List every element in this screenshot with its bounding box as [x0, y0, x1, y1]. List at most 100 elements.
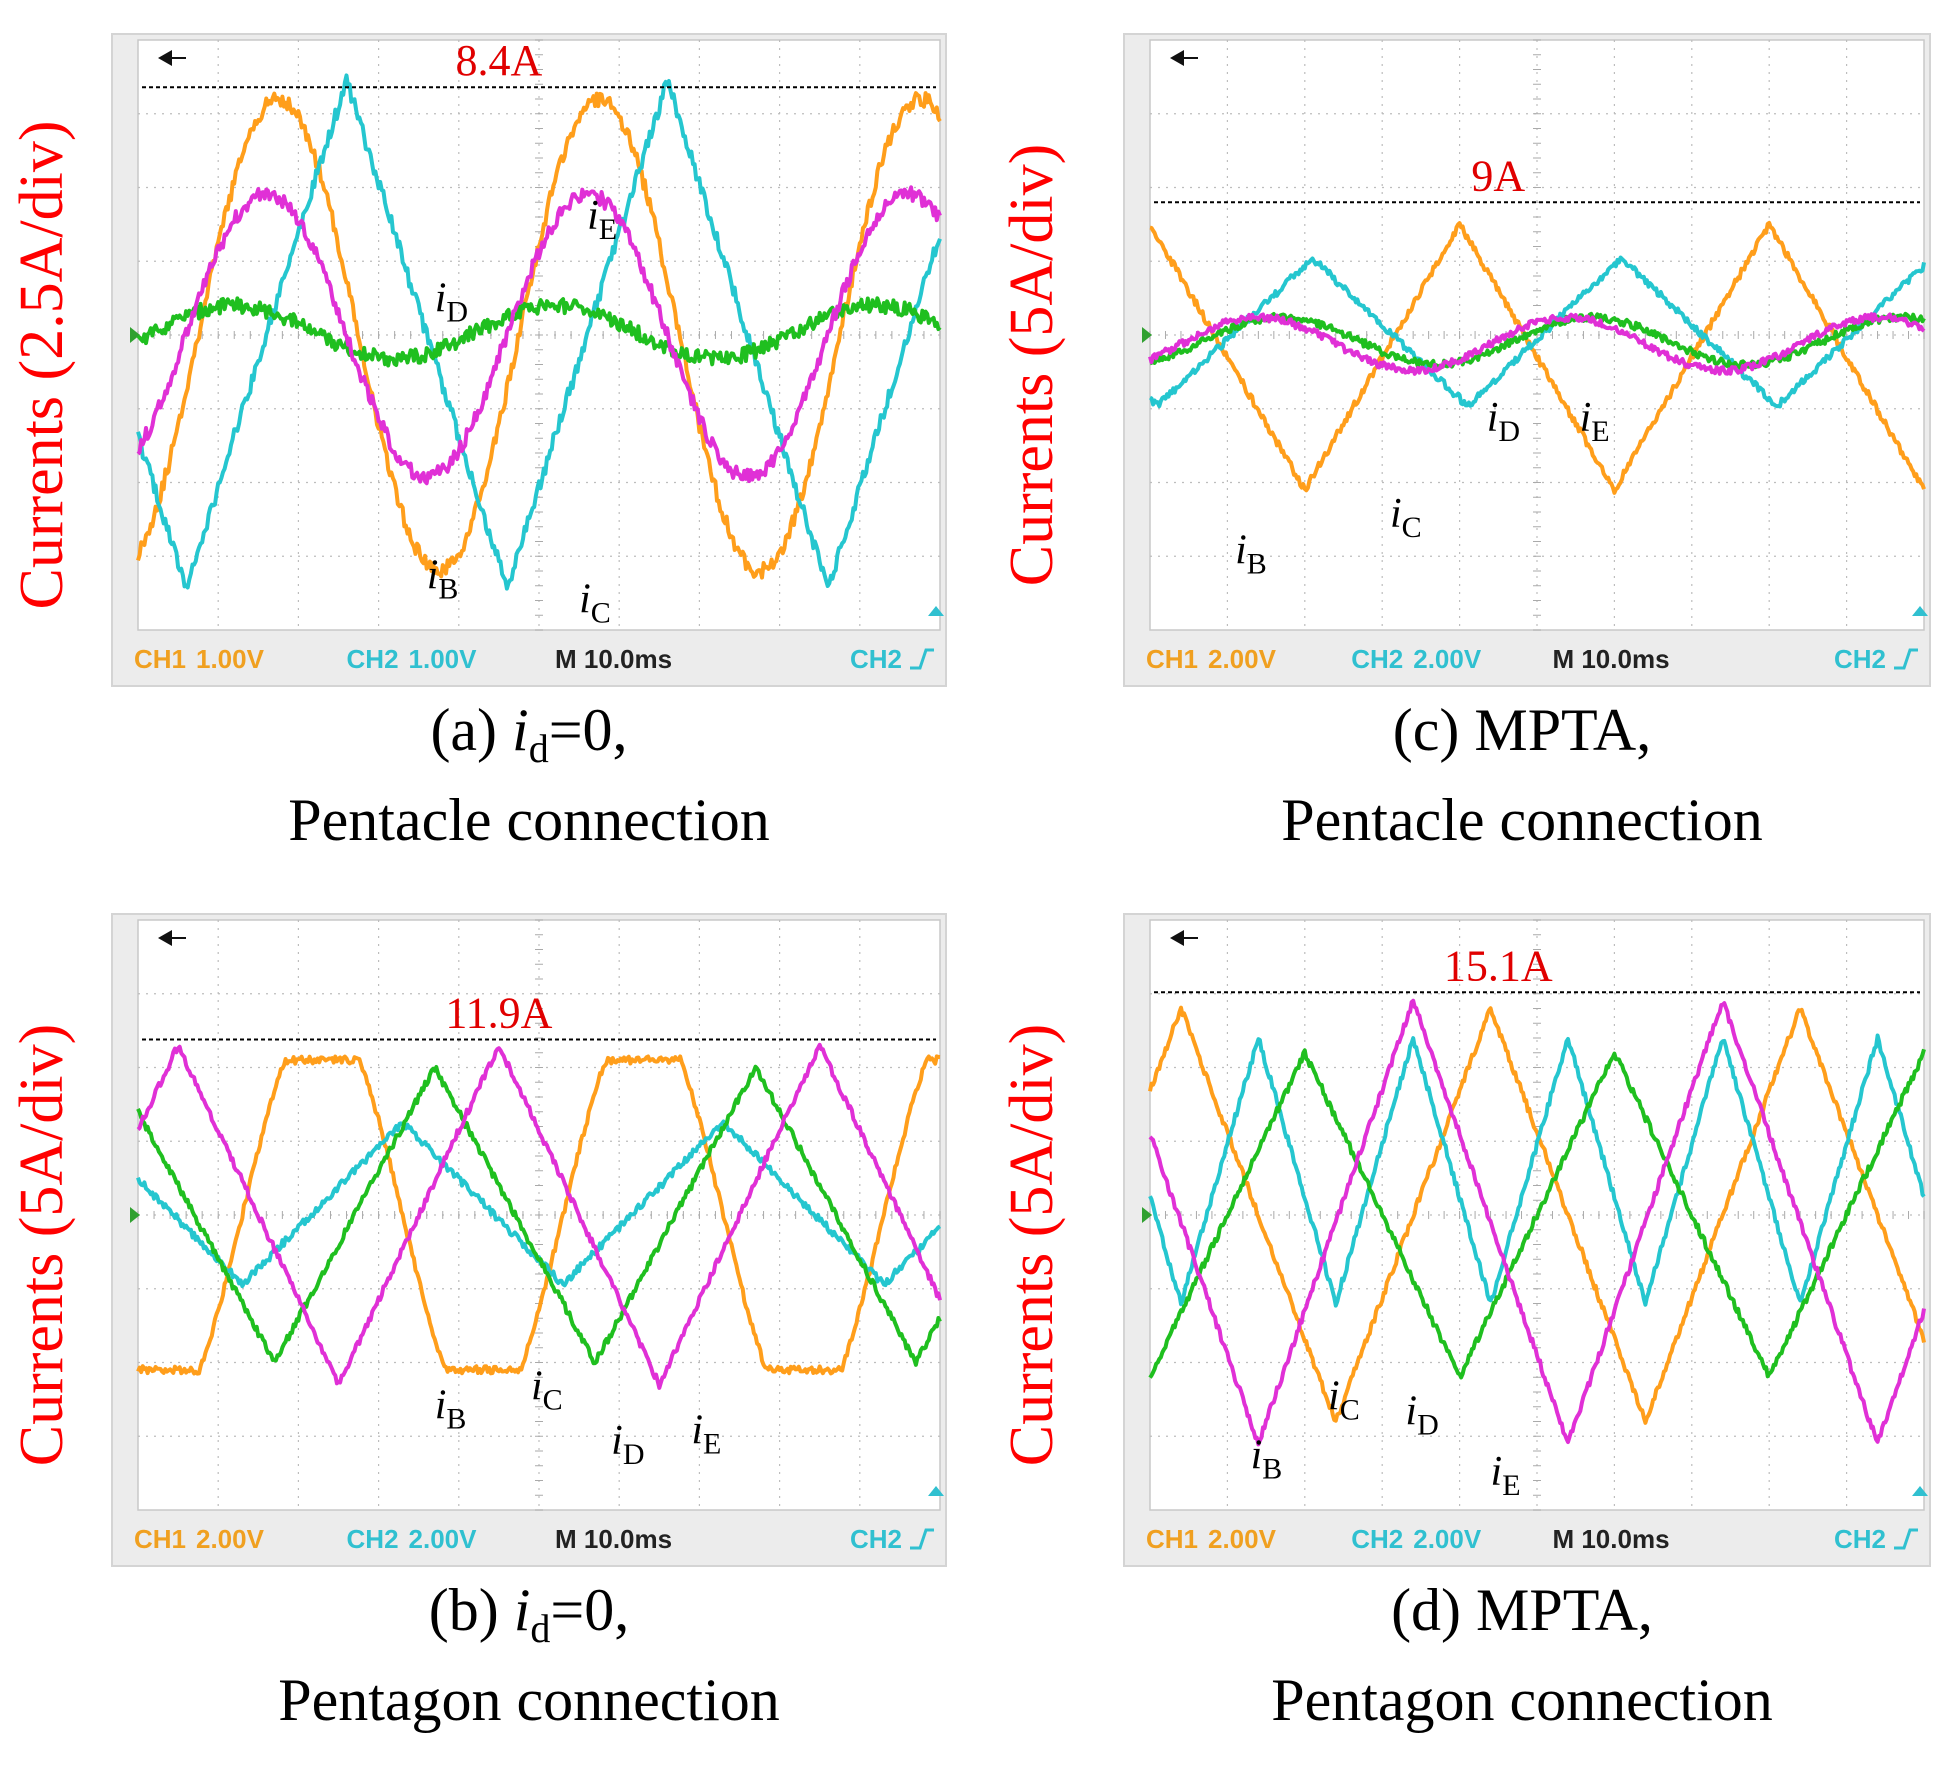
series-label-sub: B: [1262, 1453, 1282, 1486]
series-label-iC: iC: [1390, 491, 1422, 544]
series-label-iD: iD: [435, 275, 468, 328]
trigger-edge-icon: [1894, 648, 1918, 670]
chart-subtitle: Pentacle connection: [288, 787, 769, 853]
ground-marker-icon: [1142, 327, 1152, 343]
waveform-iB: [136, 1054, 941, 1376]
scope-ch1-label: CH1: [134, 644, 186, 674]
scope-ch1-label: CH1: [134, 1524, 186, 1554]
chart-title-sub: d: [529, 726, 549, 771]
series-label-var: i: [435, 275, 447, 321]
chart-title-suffix: =0,: [550, 1577, 629, 1643]
peak-label: 15.1A: [1444, 941, 1553, 990]
scope-ch1-value: 2.00V: [196, 1524, 265, 1554]
series-label-iC: iC: [531, 1363, 563, 1416]
scope-ch1-value: 2.00V: [1208, 1524, 1277, 1554]
series-label-sub: C: [1340, 1394, 1360, 1427]
waveform-iD: [136, 296, 942, 368]
chart-title-suffix: =0,: [549, 697, 628, 763]
scope-timebase: M 10.0ms: [1552, 644, 1669, 674]
trigger-position-icon: [1170, 930, 1184, 946]
series-label-var: i: [1390, 491, 1402, 537]
series-label-sub: D: [446, 295, 468, 328]
series-label-var: i: [1405, 1388, 1417, 1434]
trigger-edge-icon: [910, 1528, 934, 1550]
scope-ch2-label: CH2: [1351, 1524, 1403, 1554]
series-label-var: i: [611, 1418, 623, 1464]
series-label-sub: E: [1502, 1469, 1520, 1502]
series-label-sub: C: [543, 1383, 563, 1416]
waveform-iB: [1148, 1005, 1926, 1425]
series-label-iC: iC: [1328, 1374, 1360, 1427]
series-label-sub: C: [591, 596, 611, 629]
waveform-iE: [1148, 312, 1926, 376]
scope-ch2-label: CH2: [347, 1524, 399, 1554]
trigger-level-icon: [1912, 1486, 1928, 1496]
peak-label: 8.4A: [456, 36, 543, 85]
waveform-iE: [1148, 998, 1926, 1447]
series-label-iD: iD: [1487, 395, 1520, 448]
trigger-level-icon: [1912, 606, 1928, 616]
series-label-sub: E: [1591, 415, 1609, 448]
trigger-position-icon: [158, 930, 172, 946]
scope-timebase: M 10.0ms: [555, 644, 672, 674]
scope-trigger-source: CH2: [850, 644, 902, 674]
series-label-iB: iB: [435, 1383, 467, 1436]
series-label-iB: iB: [427, 553, 459, 606]
scope-ch1-label: CH1: [1146, 644, 1198, 674]
series-label-var: i: [579, 576, 591, 622]
chart-title-sub: d: [530, 1606, 550, 1651]
trigger-position-icon: [158, 50, 172, 66]
scope-ch2-value: 2.00V: [409, 1524, 478, 1554]
scope-ch2-value: 2.00V: [1413, 644, 1482, 674]
series-label-iE: iE: [1491, 1449, 1521, 1502]
chart-subtitle: Pentagon connection: [278, 1667, 780, 1733]
series-label-var: i: [435, 1383, 447, 1429]
series-label-iD: iD: [611, 1418, 644, 1471]
series-label-var: i: [1487, 395, 1499, 441]
chart-title: (a) id=0,: [430, 697, 627, 771]
trigger-position-icon: [1170, 50, 1184, 66]
series-label-iE: iE: [691, 1408, 721, 1461]
scope-grid: [137, 919, 941, 1511]
trigger-level-icon: [928, 1486, 944, 1496]
series-label-var: i: [1491, 1449, 1503, 1495]
waveform-iD: [1148, 1048, 1926, 1380]
waveform-iB: [136, 91, 942, 580]
chart-subtitle: Pentacle connection: [1281, 787, 1762, 853]
scope-ch1-value: 1.00V: [196, 644, 265, 674]
ground-marker-icon: [130, 327, 140, 343]
chart-title-var: i: [512, 697, 529, 763]
series-label-sub: D: [1417, 1408, 1439, 1441]
series-label-var: i: [1251, 1433, 1263, 1479]
peak-label: 11.9A: [445, 988, 552, 1037]
scope-ch2-label: CH2: [347, 644, 399, 674]
series-label-var: i: [427, 553, 439, 599]
chart-title-prefix: (d) MPTA,: [1391, 1577, 1653, 1643]
series-label-iE: iE: [1580, 395, 1610, 448]
scope-trigger-source: CH2: [1834, 644, 1886, 674]
series-label-var: i: [587, 193, 599, 239]
series-label-var: i: [1235, 528, 1247, 574]
scope-ch1-label: CH1: [1146, 1524, 1198, 1554]
chart-title-var: i: [514, 1577, 531, 1643]
series-label-sub: C: [1402, 511, 1422, 544]
chart-title: (d) MPTA,: [1391, 1577, 1653, 1643]
y-axis-label: Currents (2.5A/div): [8, 120, 76, 609]
scope-grid: [1149, 919, 1925, 1511]
trigger-level-icon: [928, 606, 944, 616]
chart-subtitle: Pentagon connection: [1271, 1667, 1773, 1733]
scope-trigger-source: CH2: [1834, 1524, 1886, 1554]
peak-label: 9A: [1471, 151, 1525, 200]
waveform-iD: [136, 1064, 942, 1367]
waveform-iE: [136, 185, 942, 486]
series-label-iB: iB: [1235, 528, 1267, 581]
waveform-iE: [136, 1042, 942, 1390]
scope-ch2-value: 1.00V: [409, 644, 478, 674]
series-label-var: i: [1580, 395, 1592, 441]
trigger-edge-icon: [910, 648, 934, 670]
